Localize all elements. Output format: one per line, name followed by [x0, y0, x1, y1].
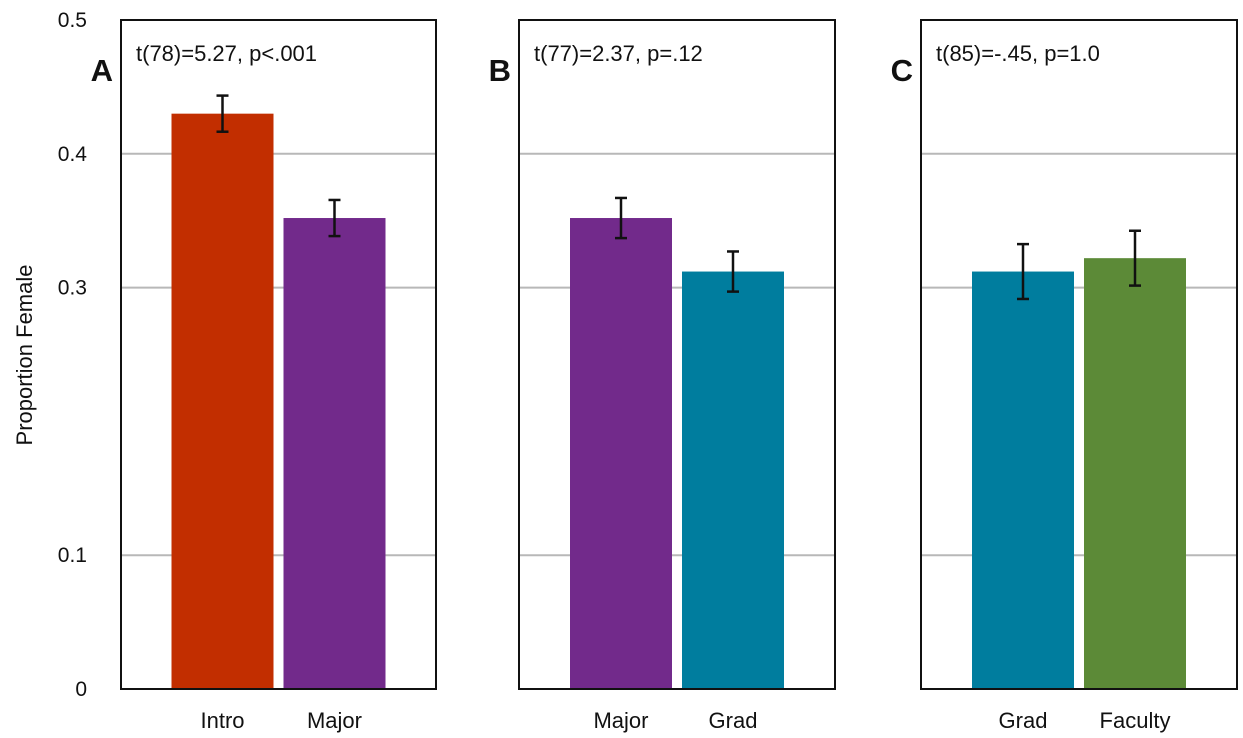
- bar-grad: [682, 271, 784, 689]
- bar-faculty: [1084, 258, 1186, 689]
- chart-panel-a: Intro Major t(78)=5.27, p<.001 A: [91, 19, 437, 733]
- y-axis: 0 0.1 0.3 0.4 0.5: [58, 9, 88, 701]
- panel-letter: C: [891, 53, 913, 88]
- bar-intro: [171, 113, 274, 689]
- panel-frame: [920, 19, 1238, 690]
- stat-annotation: t(77)=2.37, p=.12: [534, 41, 703, 66]
- x-tick-label: Intro: [200, 708, 244, 733]
- chart-panel-c: Grad Faculty t(85)=-.45, p=1.0 C: [891, 19, 1238, 733]
- panel-frame: [120, 19, 437, 690]
- bar-grad: [972, 271, 1074, 689]
- x-tick-label: Major: [307, 708, 362, 733]
- stat-annotation: t(78)=5.27, p<.001: [136, 41, 317, 66]
- y-axis-title: Proportion Female: [12, 265, 37, 446]
- y-tick-label: 0.3: [58, 277, 87, 300]
- panel-letter: A: [91, 53, 113, 88]
- chart-panels: Intro Major t(78)=5.27, p<.001 A Major Grad t(…: [91, 19, 1238, 733]
- x-tick-label: Grad: [709, 708, 758, 733]
- x-tick-label: Faculty: [1100, 708, 1171, 733]
- bar-major: [570, 218, 672, 690]
- chart-panel-b: Major Grad t(77)=2.37, p=.12 B: [489, 19, 836, 733]
- x-tick-label: Grad: [999, 708, 1048, 733]
- bar-major: [283, 218, 386, 690]
- x-tick-label: Major: [593, 708, 648, 733]
- panel-frame: [518, 19, 836, 690]
- y-tick-label: 0: [75, 678, 87, 701]
- y-tick-label: 0.4: [58, 143, 88, 166]
- y-tick-label: 0.1: [58, 544, 87, 567]
- y-tick-label: 0.5: [58, 9, 87, 32]
- stat-annotation: t(85)=-.45, p=1.0: [936, 41, 1100, 66]
- panel-letter: B: [489, 53, 511, 88]
